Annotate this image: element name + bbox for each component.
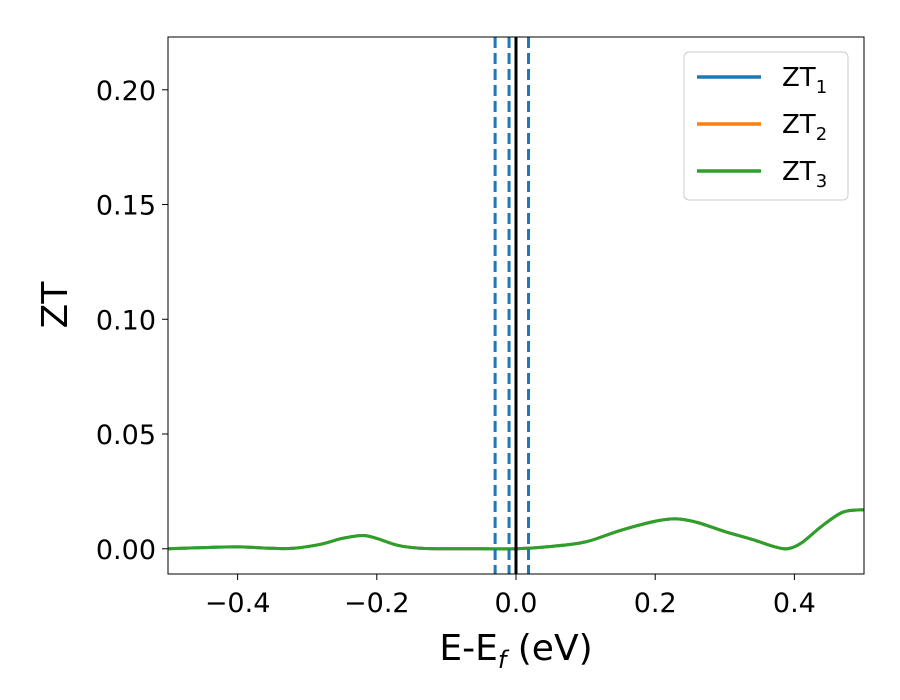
y-tick-label: 0.10 [96,305,156,336]
x-axis-label-base: E-E [439,628,497,669]
legend-label-zt1: ZT1 [782,63,827,98]
x-axis-label-suffix: (eV) [506,628,592,669]
series-layer [167,508,865,551]
legend-label-zt2: ZT2 [782,110,827,145]
vertical-lines-layer [493,37,531,574]
legend-entries: ZT1 ZT2 ZT3 [697,63,827,192]
y-ticks: 0.00 0.05 0.10 0.15 0.20 [96,76,168,566]
y-tick-label: 0.20 [96,76,156,107]
legend-frame [683,51,849,201]
y-tick-label: 0.00 [96,535,156,566]
x-tick-label: −0.4 [205,588,271,619]
y-tick-label: 0.15 [96,191,156,222]
x-tick-label: 0.2 [634,588,677,619]
x-tick-label: 0.0 [495,588,538,619]
x-tick-label: 0.4 [773,588,816,619]
x-ticks: −0.4 −0.2 0.0 0.2 0.4 [205,574,816,619]
x-axis-label: E-Ef (eV) [439,628,592,674]
y-tick-label: 0.05 [96,420,156,451]
legend-label-zt3: ZT3 [782,157,827,192]
legend: ZT1 ZT2 ZT3 [683,51,849,201]
x-tick-label: −0.2 [344,588,410,619]
y-axis-label: ZT [35,281,76,329]
series-line-zt3 [167,508,865,551]
